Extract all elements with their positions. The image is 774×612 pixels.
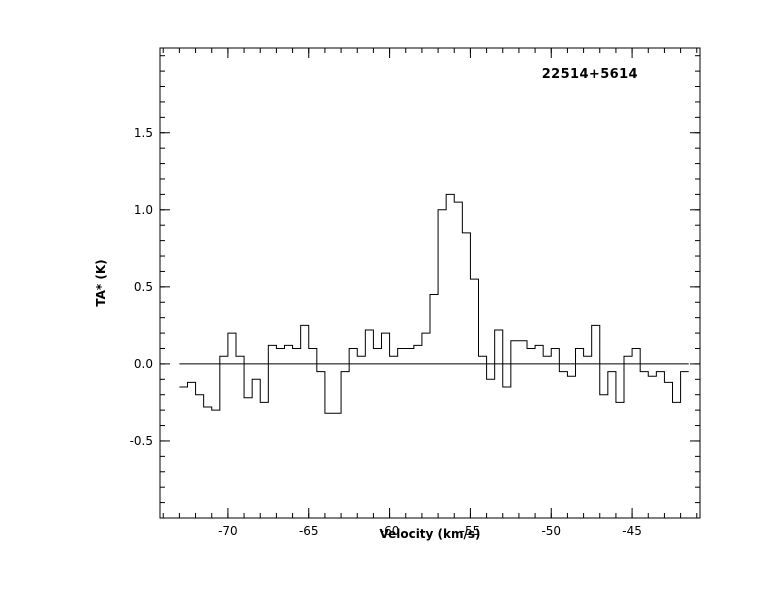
y-axis-label: TA* (K) bbox=[94, 259, 108, 307]
x-tick-label: -70 bbox=[218, 524, 238, 538]
y-tick-label: 1.0 bbox=[134, 203, 153, 217]
x-tick-label: -50 bbox=[541, 524, 561, 538]
x-tick-label: -65 bbox=[299, 524, 319, 538]
source-name-label: 22514+5614 bbox=[541, 67, 638, 82]
y-tick-label: 1.5 bbox=[134, 126, 153, 140]
y-tick-label: -0.5 bbox=[130, 434, 153, 448]
y-tick-label: 0.5 bbox=[134, 280, 153, 294]
x-tick-label: -55 bbox=[461, 524, 481, 538]
y-tick-label: 0.0 bbox=[134, 357, 153, 371]
spectrum-step-line bbox=[179, 193, 689, 414]
x-tick-label: -45 bbox=[622, 524, 642, 538]
plot-frame bbox=[159, 47, 701, 519]
x-axis-label: Velocity (km/s) bbox=[379, 527, 481, 541]
x-tick-label: -60 bbox=[380, 524, 400, 538]
